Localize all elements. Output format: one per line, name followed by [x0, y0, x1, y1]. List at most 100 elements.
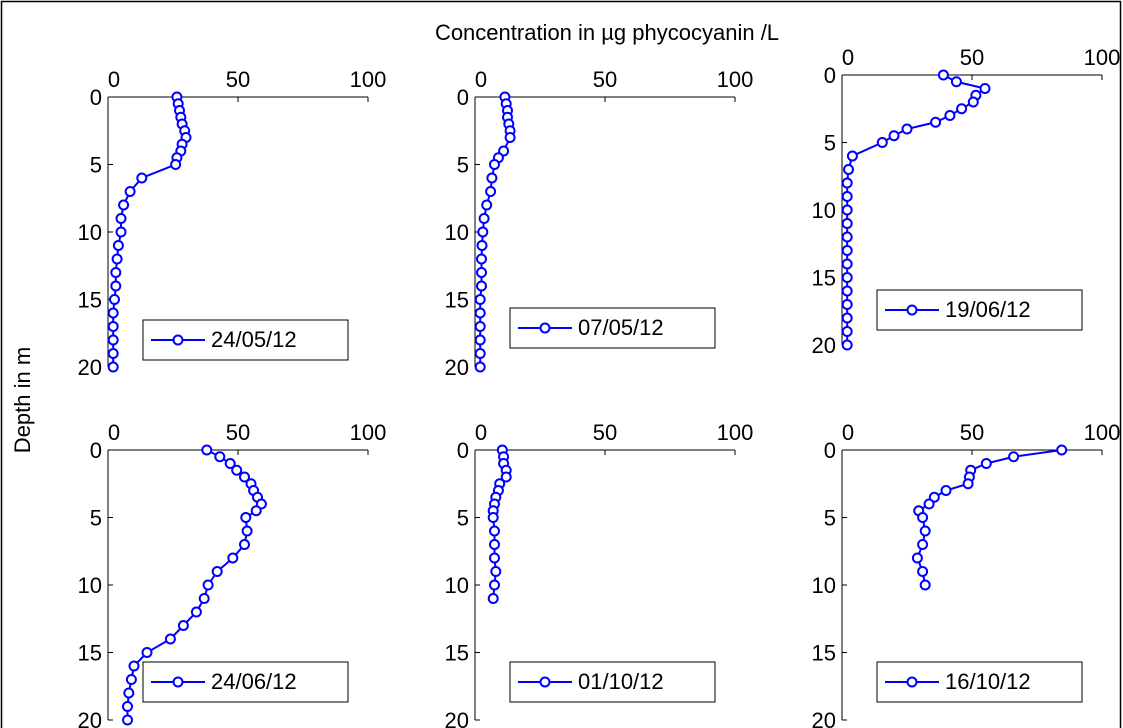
- y-tick-label: 0: [824, 438, 836, 463]
- marker: [841, 191, 853, 202]
- y-tick-label: 20: [445, 708, 469, 728]
- marker: [930, 116, 942, 128]
- y-tick-label: 10: [445, 573, 469, 598]
- marker: [944, 110, 956, 121]
- marker: [250, 505, 262, 517]
- marker: [481, 199, 493, 211]
- marker: [239, 471, 250, 483]
- legend-label: 24/06/12: [211, 669, 297, 694]
- marker: [489, 525, 500, 537]
- marker: [487, 512, 499, 523]
- marker: [211, 566, 223, 577]
- marker: [489, 579, 500, 591]
- x-tick-label: 50: [593, 420, 617, 445]
- marker: [841, 177, 853, 189]
- legend-box: [142, 319, 349, 361]
- marker: [241, 525, 253, 537]
- marker: [504, 132, 516, 143]
- marker: [841, 339, 853, 351]
- marker: [125, 674, 137, 685]
- y-tick-label: 20: [812, 333, 836, 358]
- marker: [962, 478, 974, 490]
- y-tick-label: 5: [457, 505, 469, 530]
- marker: [124, 186, 136, 197]
- marker: [487, 593, 499, 604]
- marker: [224, 458, 236, 469]
- marker: [841, 231, 853, 243]
- marker: [112, 240, 124, 251]
- y-tick-label: 5: [457, 152, 469, 177]
- marker: [876, 137, 888, 148]
- marker: [841, 218, 853, 229]
- y-tick-label: 0: [457, 438, 469, 463]
- y-tick-label: 0: [457, 85, 469, 110]
- marker: [476, 280, 487, 292]
- y-axis-label: Depth in m: [10, 347, 35, 453]
- marker: [917, 566, 929, 577]
- marker: [841, 245, 853, 256]
- marker: [214, 451, 226, 463]
- marker: [901, 123, 913, 135]
- legend-marker: [172, 334, 184, 346]
- marker: [979, 83, 991, 94]
- marker: [843, 164, 854, 175]
- marker: [956, 103, 968, 115]
- marker: [485, 186, 497, 197]
- y-tick-label: 10: [445, 220, 469, 245]
- marker: [474, 334, 486, 346]
- marker: [202, 579, 214, 591]
- marker: [919, 525, 931, 537]
- y-tick-label: 0: [824, 63, 836, 88]
- marker: [476, 267, 487, 278]
- x-tick-label: 100: [717, 420, 754, 445]
- marker: [489, 159, 500, 170]
- y-tick-label: 15: [812, 265, 836, 290]
- x-tick-label: 0: [475, 67, 487, 92]
- y-tick-label: 5: [90, 505, 102, 530]
- y-tick-label: 5: [824, 505, 836, 530]
- marker: [478, 213, 490, 224]
- marker: [190, 606, 202, 618]
- y-tick-label: 15: [445, 640, 469, 665]
- marker: [111, 253, 123, 265]
- y-tick-label: 10: [78, 220, 102, 245]
- x-tick-label: 100: [717, 67, 754, 92]
- legend-label: 01/10/12: [578, 669, 664, 694]
- marker: [937, 69, 949, 81]
- marker: [950, 76, 962, 88]
- marker: [841, 272, 853, 283]
- marker: [476, 253, 487, 265]
- legend-label: 16/10/12: [945, 669, 1031, 694]
- marker: [940, 485, 952, 496]
- marker: [115, 226, 127, 238]
- marker: [923, 498, 935, 510]
- legend-marker: [539, 322, 551, 334]
- marker: [888, 130, 900, 142]
- legend-label: 24/05/12: [211, 327, 297, 352]
- y-tick-label: 20: [78, 355, 102, 380]
- marker: [474, 321, 486, 332]
- y-tick-label: 0: [90, 438, 102, 463]
- marker: [118, 199, 130, 211]
- marker: [198, 593, 210, 604]
- marker: [500, 471, 512, 483]
- legend-marker: [906, 676, 918, 688]
- marker: [227, 552, 239, 564]
- marker: [489, 552, 500, 564]
- x-tick-label: 0: [842, 420, 854, 445]
- marker: [164, 633, 176, 645]
- marker: [107, 348, 119, 359]
- y-tick-label: 15: [445, 287, 469, 312]
- marker: [1056, 444, 1068, 456]
- y-tick-label: 20: [78, 708, 102, 728]
- y-tick-label: 5: [824, 130, 836, 155]
- y-tick-label: 10: [812, 198, 836, 223]
- legend-label: 19/06/12: [945, 297, 1031, 322]
- y-tick-label: 15: [812, 640, 836, 665]
- marker: [122, 714, 133, 726]
- y-tick-label: 20: [445, 355, 469, 380]
- y-tick-label: 5: [90, 152, 102, 177]
- marker: [107, 321, 119, 332]
